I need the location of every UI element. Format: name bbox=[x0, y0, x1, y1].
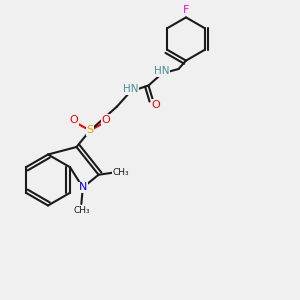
Text: HN: HN bbox=[123, 84, 138, 94]
Text: S: S bbox=[86, 125, 94, 136]
Text: HN: HN bbox=[154, 66, 170, 76]
Text: O: O bbox=[152, 100, 160, 110]
Text: N: N bbox=[79, 182, 87, 193]
Text: F: F bbox=[183, 5, 189, 15]
Text: O: O bbox=[70, 115, 79, 125]
Text: CH₃: CH₃ bbox=[73, 206, 90, 215]
Text: O: O bbox=[101, 115, 110, 125]
Text: CH₃: CH₃ bbox=[112, 168, 129, 177]
